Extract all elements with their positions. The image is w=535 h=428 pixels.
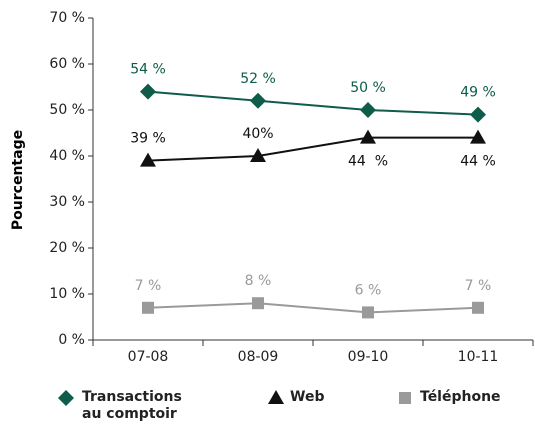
y-axis-label: Pourcentage (10, 130, 26, 230)
marker (360, 102, 376, 118)
x-tick-label: 10-11 (458, 349, 499, 365)
marker (470, 129, 486, 144)
marker (472, 301, 484, 314)
marker (360, 129, 376, 144)
x-tick-label: 09-10 (348, 349, 389, 365)
marker (142, 301, 154, 314)
legend-marker (399, 392, 411, 404)
y-tick-label: 0 % (58, 332, 85, 348)
legend-marker (58, 390, 74, 406)
data-label: 54 % (130, 62, 166, 78)
marker (470, 106, 486, 123)
data-label: 49 % (460, 85, 496, 101)
marker (140, 152, 156, 167)
data-label: 40% (242, 126, 273, 142)
data-label: 44 % (460, 154, 496, 170)
series-line (147, 302, 479, 314)
data-label: 8 % (245, 273, 272, 289)
marker (250, 92, 266, 109)
series-line (147, 136, 478, 162)
data-label: 6 % (355, 282, 382, 298)
marker (252, 297, 264, 310)
data-label: 7 % (465, 278, 492, 294)
y-tick-label: 70 % (49, 10, 85, 26)
legend-marker (268, 390, 284, 404)
y-tick-label: 30 % (49, 194, 85, 210)
legend-label: Téléphone (420, 389, 501, 405)
x-tick-label: 07-08 (128, 349, 169, 365)
data-label: 52 % (240, 71, 276, 87)
x-tick-label: 08-09 (238, 349, 279, 365)
marker (140, 83, 156, 100)
y-tick-label: 10 % (49, 286, 85, 302)
data-label: 7 % (135, 278, 162, 294)
marker (362, 306, 374, 319)
marker (250, 148, 266, 162)
y-tick-label: 40 % (49, 148, 85, 164)
legend-label: Transactions au comptoir (82, 389, 182, 422)
legend-label: Web (290, 389, 325, 405)
series-line (147, 90, 479, 116)
data-label: 50 % (350, 80, 386, 96)
y-tick-label: 20 % (49, 240, 85, 256)
data-label: 44 % (348, 154, 388, 170)
y-tick-label: 60 % (49, 56, 85, 72)
data-label: 39 % (130, 131, 166, 147)
y-tick-label: 50 % (49, 102, 85, 118)
